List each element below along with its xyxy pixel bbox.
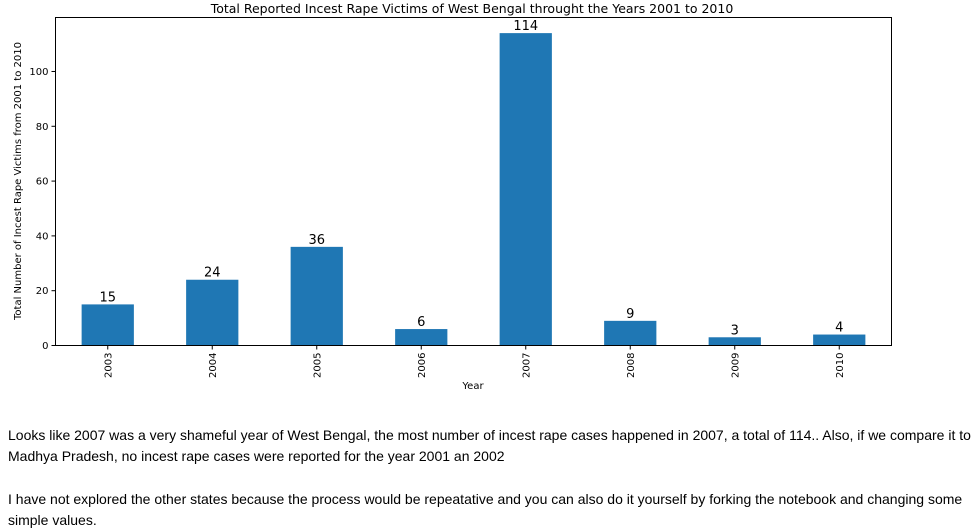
plot-frame (55, 17, 892, 346)
chart-title: Total Reported Incest Rape Victims of We… (210, 1, 734, 16)
y-tick-label-60: 60 (36, 177, 49, 188)
bar-2003 (81, 304, 134, 346)
data-label-2004: 24 (204, 266, 221, 281)
commentary-paragraph: Looks like 2007 was a very shameful year… (8, 427, 971, 464)
y-tick-label-80: 80 (36, 122, 49, 133)
x-tick-label-2003: 2003 (103, 353, 114, 378)
bar-2006 (395, 329, 448, 346)
bar-chart: Total Reported Incest Rape Victims of We… (13, 1, 892, 392)
bar-2010 (813, 334, 866, 346)
bar-2004 (186, 279, 239, 346)
data-label-2010: 4 (835, 321, 843, 336)
y-tick-label-0: 0 (42, 341, 48, 352)
y-tick-label-20: 20 (36, 286, 49, 297)
data-label-2008: 9 (626, 307, 634, 322)
y-tick-label-40: 40 (36, 231, 49, 242)
bar-2008 (604, 320, 657, 346)
bar-2005 (290, 246, 343, 346)
note-paragraph: I have not explored the other states bec… (8, 491, 963, 528)
data-label-2009: 3 (731, 323, 739, 338)
bar-2007 (499, 33, 552, 346)
x-tick-label-2009: 2009 (730, 353, 741, 378)
data-label-2006: 6 (417, 315, 425, 330)
y-axis-label: Total Number of Incest Rape Victims from… (13, 42, 24, 321)
x-tick-label-2008: 2008 (626, 353, 637, 378)
data-label-2007: 114 (513, 19, 538, 34)
x-tick-label-2007: 2007 (521, 353, 532, 378)
x-tick-label-2004: 2004 (208, 353, 219, 378)
data-label-2005: 36 (308, 233, 325, 248)
data-label-2003: 15 (99, 290, 116, 305)
x-tick-label-2006: 2006 (417, 353, 428, 378)
bar-2009 (708, 337, 761, 346)
y-tick-label-100: 100 (29, 67, 48, 78)
x-axis-label: Year (461, 381, 484, 392)
x-tick-label-2010: 2010 (835, 353, 846, 378)
x-tick-label-2005: 2005 (312, 353, 323, 378)
